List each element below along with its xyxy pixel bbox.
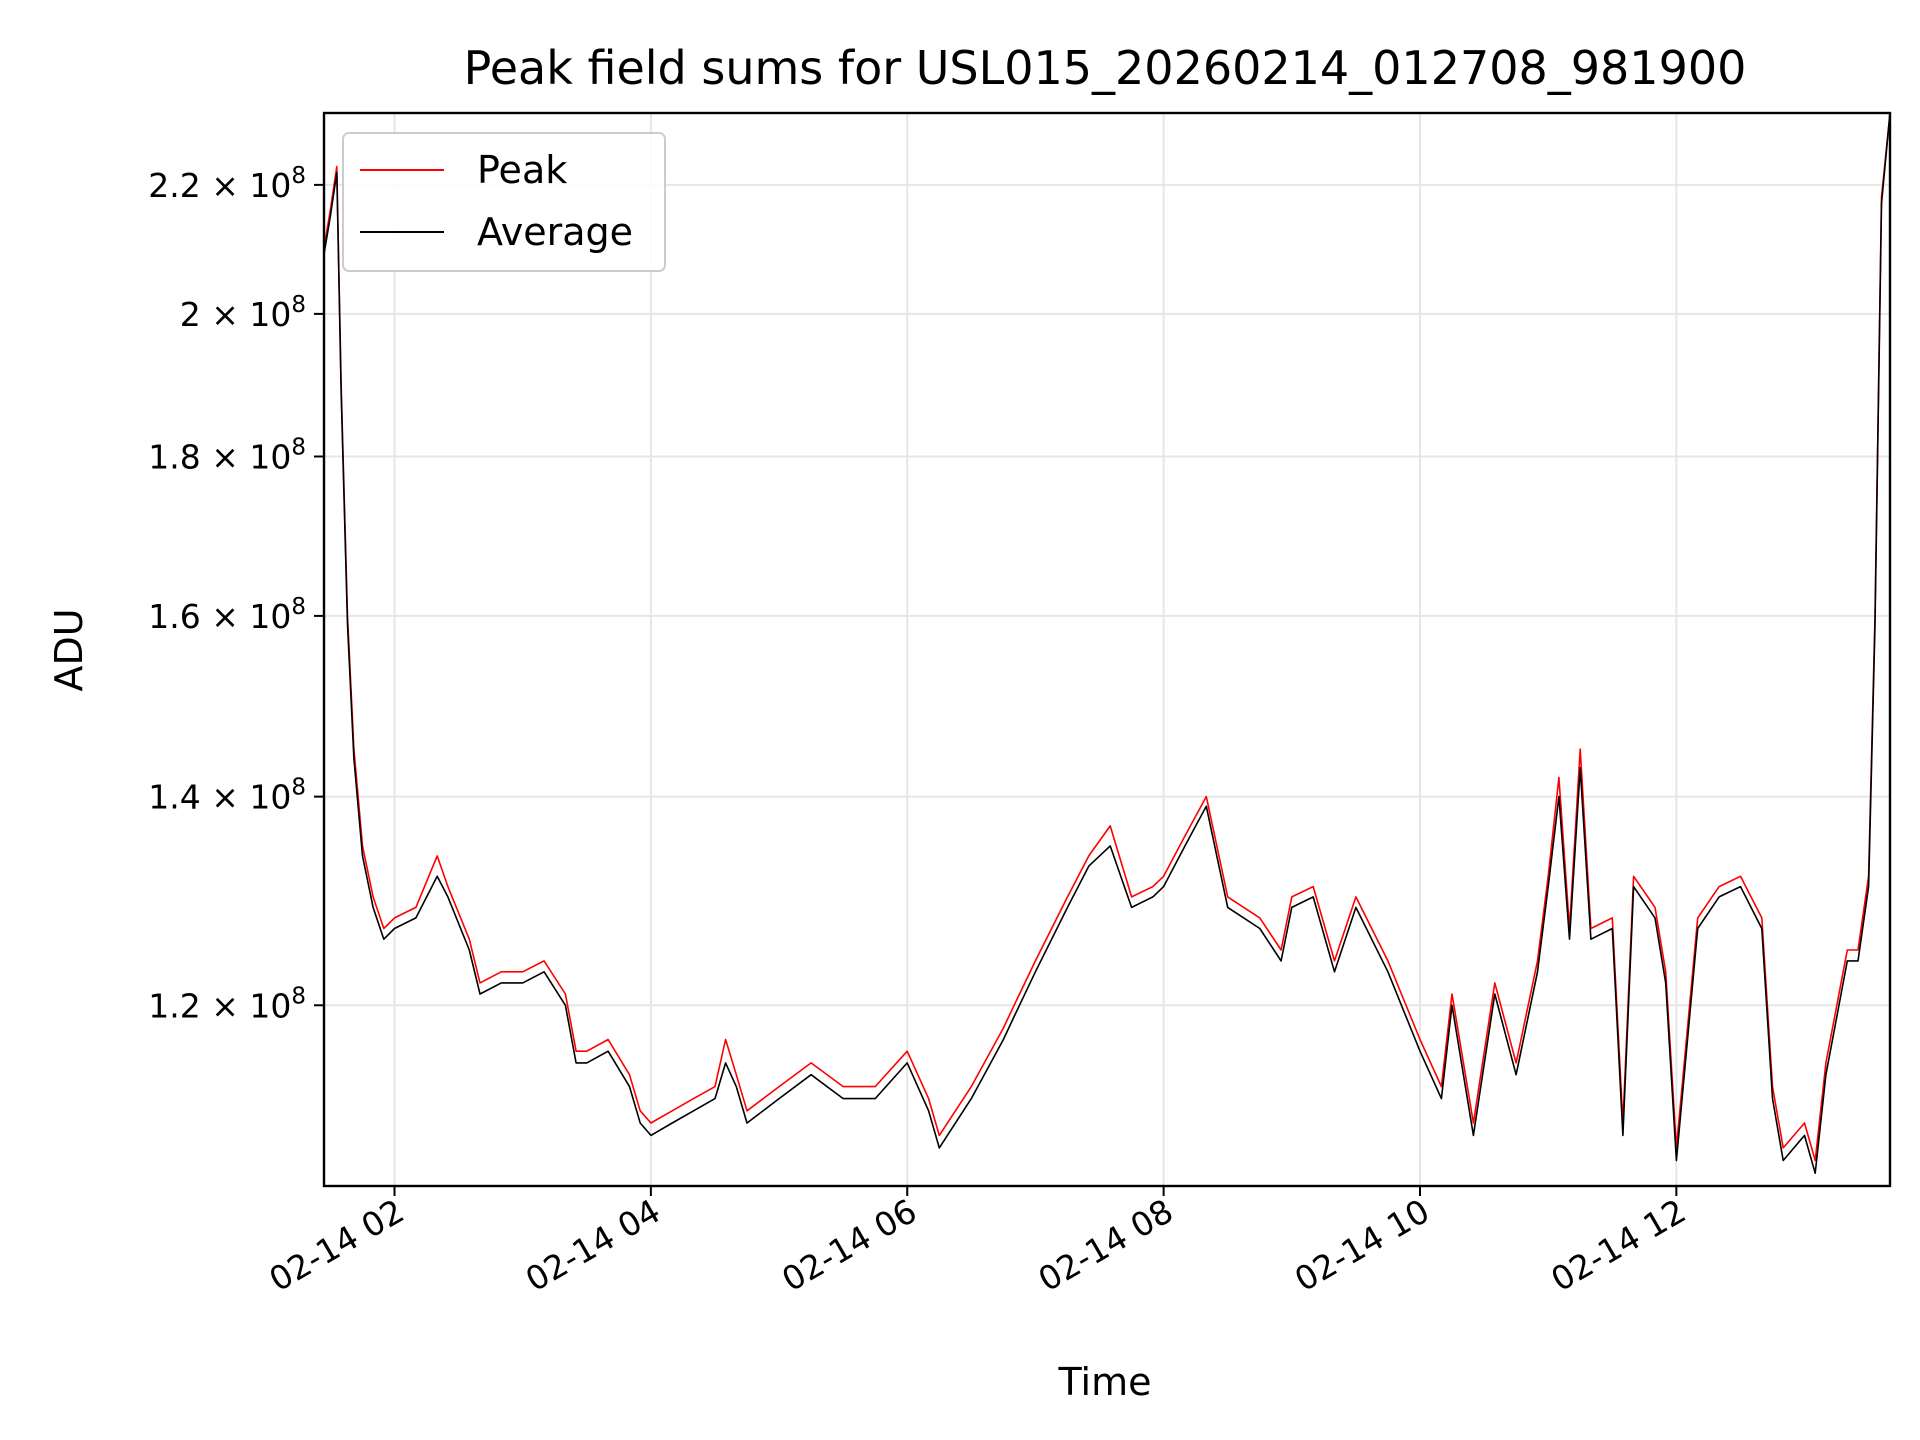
plot-area bbox=[324, 113, 1890, 1174]
x-axis-label: Time bbox=[1058, 1360, 1152, 1404]
y-tick-label: 2 × 108 bbox=[180, 292, 306, 334]
y-axis: 1.2 × 108 1.4 × 108 1.6 × 108 1.8 × 108 2 × … bbox=[148, 163, 324, 1025]
chart-title: Peak field sums for USL015_20260214_0127… bbox=[464, 41, 1747, 95]
y-tick-label: 1.2 × 108 bbox=[148, 983, 306, 1025]
legend: Peak Average bbox=[342, 132, 666, 272]
legend-label-peak: Peak bbox=[477, 148, 567, 192]
y-tick-label: 1.6 × 108 bbox=[148, 594, 306, 636]
y-tick-label: 2.2 × 108 bbox=[148, 163, 306, 205]
series-line-average bbox=[324, 113, 1890, 1174]
grid bbox=[324, 113, 1890, 1186]
y-axis-label: ADU bbox=[47, 608, 91, 691]
legend-box bbox=[342, 132, 666, 272]
y-tick-label: 1.8 × 108 bbox=[148, 434, 306, 476]
plot-frame bbox=[322, 111, 1892, 1188]
y-tick-label: 1.4 × 108 bbox=[148, 775, 306, 817]
legend-label-average: Average bbox=[477, 210, 633, 254]
